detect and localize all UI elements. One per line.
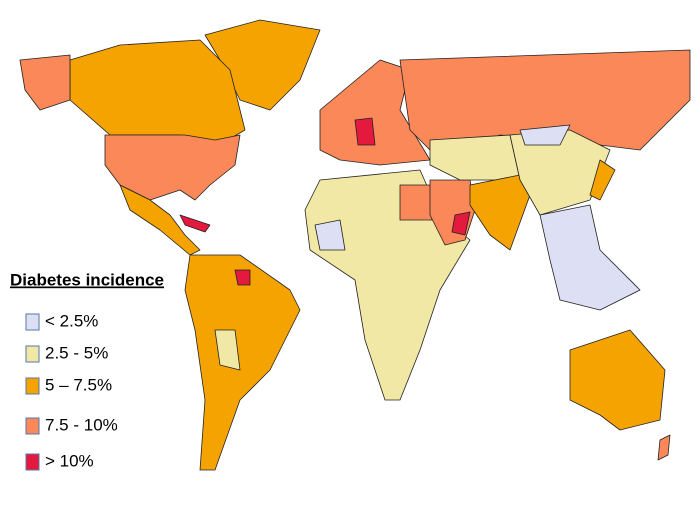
caribbean xyxy=(179,214,211,233)
legend-label: > 10% xyxy=(45,451,94,470)
regions xyxy=(19,19,691,471)
guyana xyxy=(234,269,251,286)
legend-swatch xyxy=(25,453,40,471)
japan xyxy=(589,159,616,201)
legend-swatch xyxy=(25,417,40,435)
australia xyxy=(569,329,666,431)
germany xyxy=(354,117,376,146)
legend-swatch xyxy=(25,377,40,395)
legend: < 2.5% 2.5 - 5% 5 – 7.5% 7.5 - 10% > 10% xyxy=(25,311,118,471)
legend-label: 2.5 - 5% xyxy=(45,343,108,362)
legend-title: Diabetes incidence xyxy=(10,270,164,289)
mongolia xyxy=(519,124,571,146)
oman xyxy=(451,211,471,236)
legend-label: 5 – 7.5% xyxy=(45,375,112,394)
south-america xyxy=(184,254,301,471)
bolivia-paraguay xyxy=(214,329,241,371)
legend-label: 7.5 - 10% xyxy=(45,415,118,434)
central-america xyxy=(119,184,201,256)
alaska xyxy=(19,54,71,111)
southeast-asia xyxy=(539,204,641,311)
usa xyxy=(104,134,241,201)
india xyxy=(469,174,531,251)
legend-swatch xyxy=(25,313,40,331)
west-africa xyxy=(314,219,346,251)
legend-swatch xyxy=(25,345,40,363)
egypt xyxy=(399,184,433,221)
new-zealand xyxy=(657,434,671,461)
legend-label: < 2.5% xyxy=(45,311,98,330)
china xyxy=(509,129,611,216)
central-asia xyxy=(429,134,521,181)
